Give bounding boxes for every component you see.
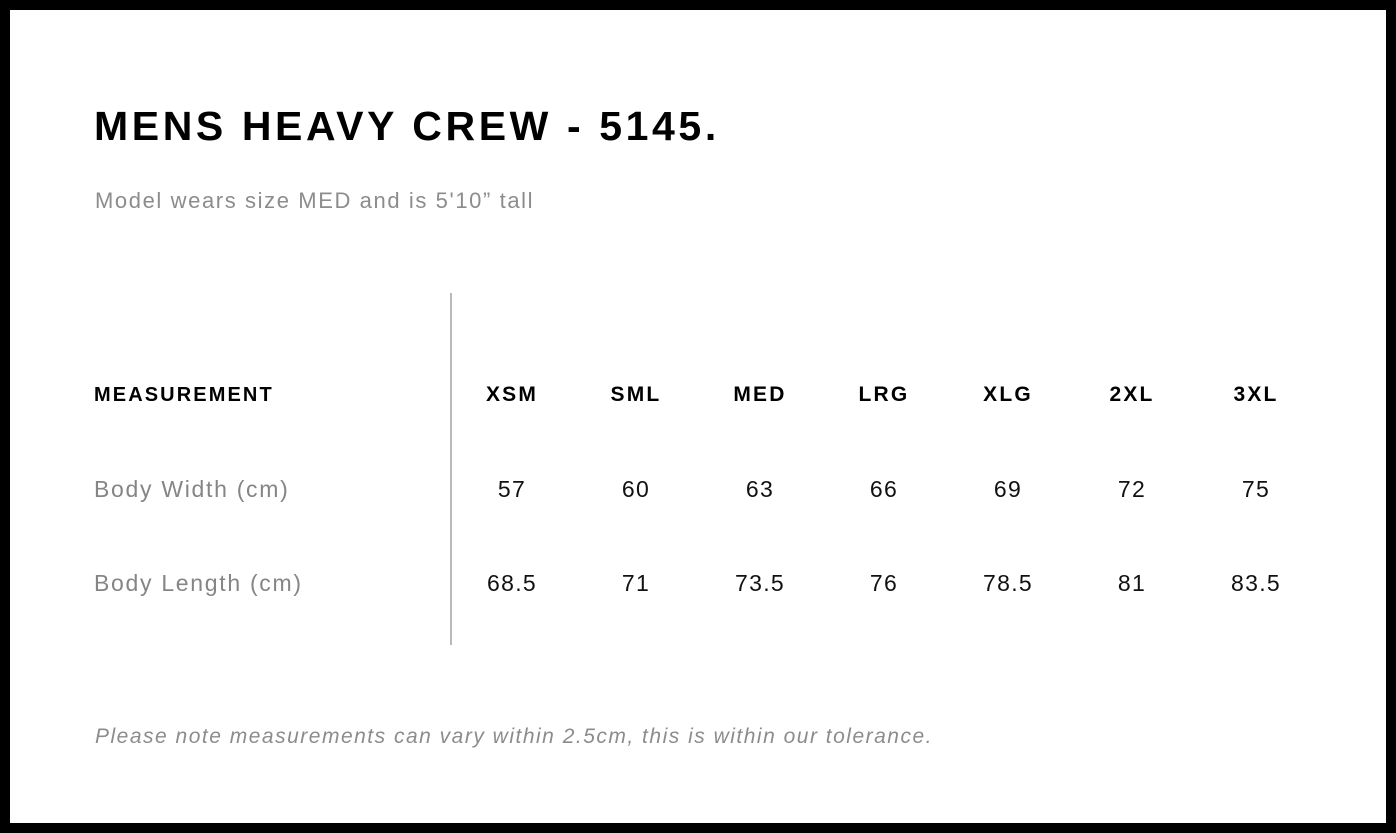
column-header-med: MED: [733, 383, 787, 406]
body-length-xsm: 68.5: [487, 569, 537, 596]
column-header-lrg: LRG: [858, 383, 910, 406]
body-width-lrg: 66: [869, 475, 899, 502]
column-header-xlg: XLG: [983, 383, 1033, 406]
column-header-2xl: 2XL: [1109, 383, 1155, 406]
body-length-2xl: 81: [1117, 569, 1147, 596]
body-length-3xl: 83.5: [1231, 569, 1281, 596]
column-divider: [450, 293, 452, 645]
table-row: Body Width (cm) 57 60 63 66 69 72 75: [94, 442, 1318, 536]
column-header-measurement: MEASUREMENT: [94, 383, 274, 406]
row-label-body-length: Body Length (cm): [94, 569, 303, 596]
row-label-body-width: Body Width (cm): [94, 475, 290, 502]
tolerance-note: Please note measurements can vary within…: [95, 725, 934, 748]
column-header-sml: SML: [610, 383, 662, 406]
body-length-lrg: 76: [869, 569, 899, 596]
body-width-2xl: 72: [1117, 475, 1147, 502]
measurement-table: MEASUREMENT XSM SML MED LRG XLG 2XL 3XL …: [94, 348, 1318, 630]
column-header-xsm: XSM: [485, 383, 539, 406]
table-header-row: MEASUREMENT XSM SML MED LRG XLG 2XL 3XL: [94, 348, 1318, 442]
body-width-med: 63: [745, 475, 775, 502]
body-length-med: 73.5: [735, 569, 785, 596]
page-title: MENS HEAVY CREW - 5145.: [94, 103, 720, 149]
measurement-table-container: MEASUREMENT XSM SML MED LRG XLG 2XL 3XL …: [10, 10, 1386, 823]
body-width-3xl: 75: [1241, 475, 1271, 502]
column-header-3xl: 3XL: [1233, 383, 1279, 406]
body-width-xsm: 57: [497, 475, 527, 502]
body-length-sml: 71: [621, 569, 651, 596]
body-width-xlg: 69: [993, 475, 1023, 502]
size-chart-content: MENS HEAVY CREW - 5145. Model wears size…: [10, 10, 1386, 823]
body-length-xlg: 78.5: [983, 569, 1033, 596]
body-width-sml: 60: [621, 475, 651, 502]
table-row: Body Length (cm) 68.5 71 73.5 76 78.5 81…: [94, 536, 1318, 630]
model-fit-note: Model wears size MED and is 5'10” tall: [95, 188, 535, 213]
